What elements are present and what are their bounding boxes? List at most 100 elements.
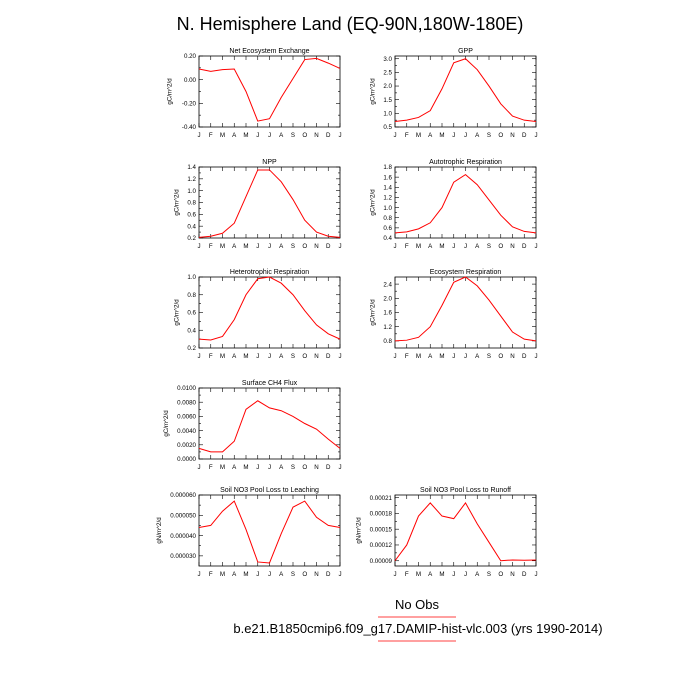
chart-heterotrophic-respiration-series-line [198,276,341,341]
chart-heterotrophic-respiration-ytick-label: 0.8 [187,292,196,299]
chart-autotrophic-respiration-ytick-label: 0.8 [383,215,392,222]
chart-npp-frame [198,166,341,239]
chart-soil-no3-pool-loss-to-leaching-xtick-label: J [197,571,200,578]
chart-surface-ch4-flux-frame [198,387,341,460]
chart-gpp-xtick-label: A [475,132,480,139]
chart-soil-no3-pool-loss-to-leaching-ytick-label: 0.000050 [170,512,196,519]
chart-soil-no3-pool-loss-to-runoff-xtick-label: J [393,571,396,578]
chart-ecosystem-respiration-series-line [394,276,537,342]
chart-soil-no3-pool-loss-to-leaching-xtick-label: M [220,571,225,578]
chart-surface-ch4-flux-xtick-label: D [326,464,331,471]
chart-soil-no3-pool-loss-to-runoff-xtick-label: S [487,571,491,578]
chart-soil-no3-pool-loss-to-leaching-ytick-label: 0.000060 [170,492,196,499]
chart-autotrophic-respiration-ytick-label: 1.0 [383,205,392,212]
chart-autotrophic-respiration-xtick-label: N [510,243,514,250]
chart-ecosystem-respiration-ytick-label: 1.2 [383,324,392,331]
chart-surface-ch4-flux-ytick-label: 0.0060 [177,414,196,421]
chart-net-ecosystem-exchange-frame [198,55,341,128]
chart-net-ecosystem-exchange-xtick-label: O [302,132,307,139]
chart-gpp-ytick-label: 2.0 [383,83,392,90]
chart-npp-xtick-label: J [197,243,200,250]
chart-surface-ch4-flux-series-line [198,400,341,453]
chart-autotrophic-respiration-ytick-label: 0.6 [383,225,392,232]
chart-gpp-xtick-label: M [416,132,421,139]
chart-soil-no3-pool-loss-to-leaching-xtick-label: O [302,571,307,578]
chart-ecosystem-respiration-xtick-label: F [405,353,409,360]
chart-gpp-title: GPP [458,48,473,55]
chart-npp-ytick-label: 1.4 [187,164,196,171]
chart-npp-ylabel: gC/m^2/d [174,189,181,216]
chart-surface-ch4-flux-ytick-label: 0.0040 [177,428,196,435]
chart-npp-ytick-label: 0.2 [187,235,196,242]
chart-surface-ch4-flux-xtick-label: J [197,464,200,471]
chart-soil-no3-pool-loss-to-runoff-ytick-label: 0.00021 [370,495,393,502]
chart-soil-no3-pool-loss-to-runoff-xtick-label: D [522,571,527,578]
chart-npp-series-line [198,169,341,238]
chart-ecosystem-respiration-ytick-label: 1.6 [383,310,392,317]
chart-net-ecosystem-exchange-title: Net Ecosystem Exchange [229,48,309,55]
chart-gpp-ytick-label: 0.5 [383,124,392,131]
chart-soil-no3-pool-loss-to-runoff-xtick-label: J [452,571,455,578]
chart-npp-xtick-label: M [243,243,248,250]
chart-autotrophic-respiration-xtick-label: D [522,243,527,250]
chart-npp-ytick-label: 0.4 [187,223,196,230]
chart-surface-ch4-flux-xtick-label: A [279,464,284,471]
chart-heterotrophic-respiration-xtick-label: J [256,353,259,360]
chart-surface-ch4-flux-xtick-label: J [268,464,271,471]
chart-npp-xtick-label: N [314,243,318,250]
chart-heterotrophic-respiration-title: Heterotrophic Respiration [230,269,309,276]
chart-gpp-xtick-label: J [452,132,455,139]
chart-net-ecosystem-exchange-ytick-label: 0.00 [184,77,197,84]
chart-npp-xtick-label: O [302,243,307,250]
chart-soil-no3-pool-loss-to-leaching-series-line [198,500,341,564]
chart-net-ecosystem-exchange-ylabel: gC/m^2/d [167,78,174,105]
chart-npp-ytick-label: 1.0 [187,188,196,195]
chart-net-ecosystem-exchange-xtick-label: M [220,132,225,139]
chart-autotrophic-respiration-xtick-label: A [428,243,433,250]
chart-soil-no3-pool-loss-to-leaching-xtick-label: J [338,571,341,578]
chart-soil-no3-pool-loss-to-runoff-xtick-label: A [475,571,480,578]
chart-autotrophic-respiration-title: Autotrophic Respiration [429,159,502,166]
chart-soil-no3-pool-loss-to-leaching-xtick-label: S [291,571,295,578]
chart-ecosystem-respiration-ytick-label: 2.4 [383,281,392,288]
chart-ecosystem-respiration-xtick-label: O [498,353,503,360]
chart-soil-no3-pool-loss-to-leaching-title: Soil NO3 Pool Loss to Leaching [220,487,319,494]
chart-ecosystem-respiration-xtick-label: A [428,353,433,360]
chart-heterotrophic-respiration-xtick-label: J [197,353,200,360]
chart-surface-ch4-flux-xtick-label: S [291,464,295,471]
chart-autotrophic-respiration-xtick-label: S [487,243,491,250]
chart-gpp-ytick-label: 3.0 [383,56,392,63]
chart-autotrophic-respiration-ytick-label: 1.4 [383,184,392,191]
chart-gpp-frame [394,55,537,128]
chart-soil-no3-pool-loss-to-runoff-xtick-label: M [416,571,421,578]
chart-gpp-xtick-label: S [487,132,491,139]
chart-ecosystem-respiration-frame [394,276,537,349]
chart-ecosystem-respiration-ylabel: gC/m^2/d [370,299,377,326]
chart-autotrophic-respiration-ylabel: gC/m^2/d [370,189,377,216]
chart-heterotrophic-respiration-ytick-label: 1.0 [187,274,196,281]
chart-soil-no3-pool-loss-to-leaching-xtick-label: D [326,571,331,578]
chart-heterotrophic-respiration-xtick-label: J [268,353,271,360]
chart-surface-ch4-flux-xtick-label: M [220,464,225,471]
chart-gpp-xtick-label: J [393,132,396,139]
chart-ecosystem-respiration-xtick-label: N [510,353,514,360]
chart-soil-no3-pool-loss-to-runoff-xtick-label: N [510,571,514,578]
chart-net-ecosystem-exchange-xtick-label: A [232,132,237,139]
chart-soil-no3-pool-loss-to-leaching-xtick-label: J [268,571,271,578]
chart-npp-xtick-label: M [220,243,225,250]
chart-ecosystem-respiration-ytick-label: 2.0 [383,296,392,303]
chart-autotrophic-respiration-ytick-label: 1.8 [383,164,392,171]
chart-net-ecosystem-exchange-xtick-label: J [256,132,259,139]
chart-soil-no3-pool-loss-to-runoff-ylabel: gN/m^2/d [356,517,363,544]
chart-net-ecosystem-exchange-xtick-label: F [209,132,213,139]
chart-soil-no3-pool-loss-to-leaching-xtick-label: J [256,571,259,578]
